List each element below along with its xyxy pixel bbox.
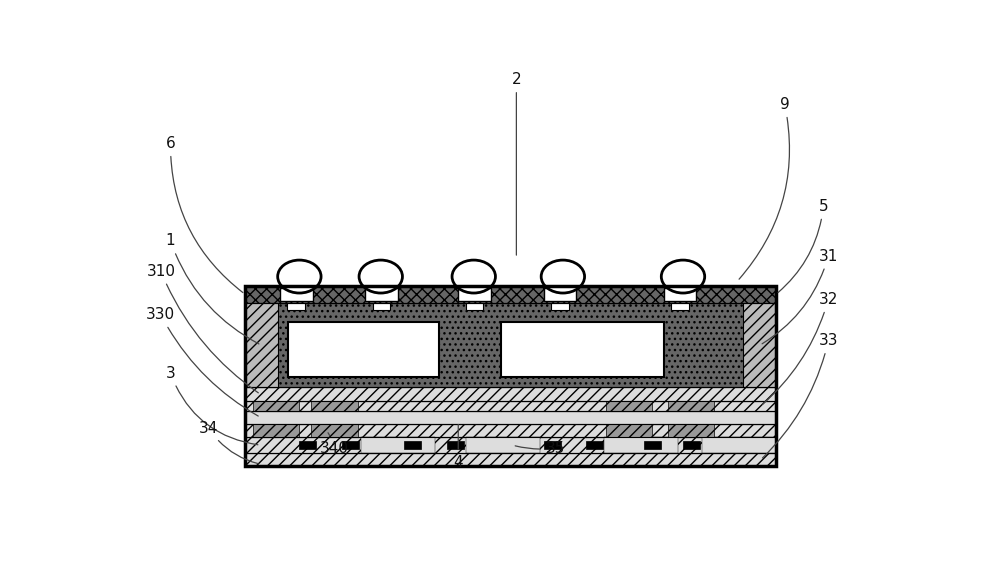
Bar: [458, 288, 491, 301]
Bar: [342, 441, 359, 449]
Text: 2: 2: [512, 72, 521, 255]
Bar: [586, 441, 603, 449]
Text: 340: 340: [320, 433, 349, 455]
Bar: [299, 441, 316, 449]
Bar: [245, 285, 776, 303]
Bar: [702, 437, 776, 453]
Text: 33: 33: [763, 333, 838, 458]
Bar: [501, 323, 664, 377]
Bar: [365, 288, 398, 301]
Bar: [683, 441, 700, 449]
Bar: [311, 401, 358, 411]
Bar: [544, 288, 576, 301]
Text: 330: 330: [146, 307, 258, 416]
Text: 32: 32: [763, 292, 838, 404]
Bar: [671, 303, 689, 310]
Bar: [245, 401, 776, 411]
Text: 4: 4: [453, 425, 463, 470]
Bar: [245, 303, 278, 387]
Bar: [404, 441, 421, 449]
Bar: [311, 424, 358, 437]
Bar: [664, 288, 696, 301]
Ellipse shape: [541, 260, 585, 293]
Bar: [287, 303, 305, 310]
Bar: [606, 401, 652, 411]
Ellipse shape: [359, 260, 402, 293]
Bar: [245, 285, 776, 466]
Bar: [668, 401, 714, 411]
Bar: [551, 303, 569, 310]
Bar: [245, 424, 776, 437]
Bar: [288, 323, 439, 377]
Bar: [668, 424, 714, 437]
Text: 310: 310: [146, 264, 258, 393]
Bar: [245, 453, 776, 466]
Bar: [245, 303, 776, 387]
Text: 9: 9: [739, 97, 790, 279]
Bar: [466, 437, 540, 453]
Bar: [606, 424, 652, 437]
Bar: [544, 441, 561, 449]
Text: 5: 5: [778, 199, 828, 293]
Ellipse shape: [278, 260, 321, 293]
Bar: [447, 441, 464, 449]
Bar: [644, 441, 661, 449]
Bar: [245, 437, 776, 453]
Bar: [253, 401, 299, 411]
Bar: [604, 437, 678, 453]
Ellipse shape: [661, 260, 705, 293]
Text: 35: 35: [515, 441, 565, 455]
Bar: [245, 387, 776, 401]
Text: 3: 3: [166, 366, 258, 445]
Text: 6: 6: [166, 136, 243, 293]
Bar: [373, 303, 390, 310]
Bar: [253, 424, 299, 437]
Text: 1: 1: [166, 234, 259, 344]
Ellipse shape: [452, 260, 495, 293]
Text: 34: 34: [199, 421, 258, 463]
Bar: [245, 411, 776, 424]
Bar: [743, 303, 776, 387]
Bar: [361, 437, 435, 453]
Bar: [466, 303, 483, 310]
Bar: [280, 288, 313, 301]
Text: 31: 31: [762, 249, 838, 344]
